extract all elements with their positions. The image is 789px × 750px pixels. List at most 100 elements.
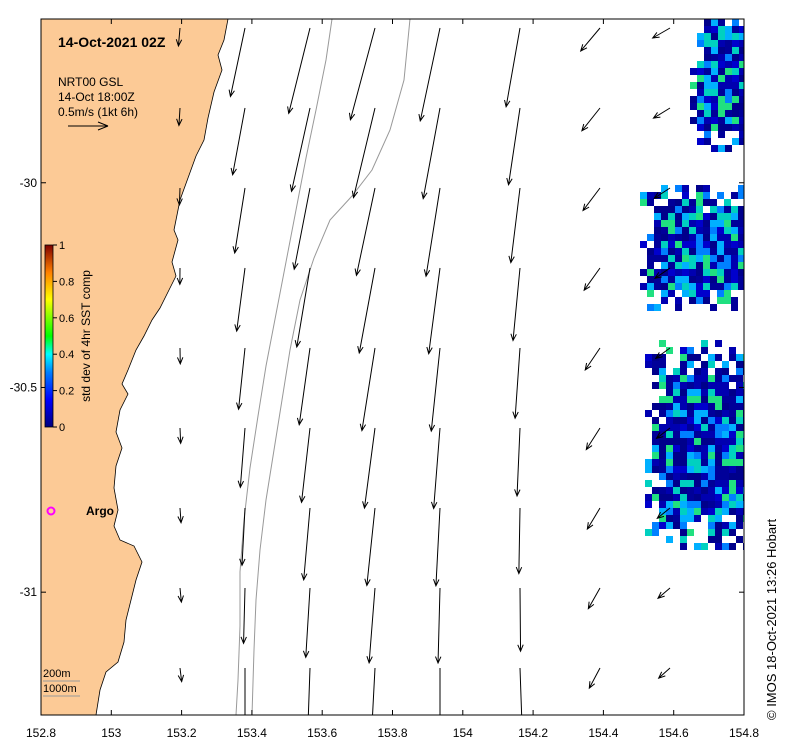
sst-cell [703, 227, 710, 234]
sst-cell [690, 68, 697, 75]
current-arrow [579, 27, 601, 52]
sst-cell [689, 283, 696, 290]
sst-cell [703, 297, 710, 304]
sst-cell [652, 459, 659, 466]
sst-cell [666, 438, 673, 445]
sst-cell [729, 473, 736, 480]
argo-marker-icon[interactable] [46, 506, 56, 516]
sst-cell [654, 248, 661, 255]
sst-cell [739, 47, 744, 54]
sst-cell [718, 145, 725, 152]
sst-cell [729, 508, 736, 515]
sst-cell [680, 529, 687, 536]
sst-cell [680, 403, 687, 410]
sst-cell [675, 248, 682, 255]
current-arrow [514, 427, 521, 498]
current-arrow [232, 187, 246, 255]
sst-cell [717, 234, 724, 241]
sst-cell [715, 473, 722, 480]
sst-cell [738, 234, 744, 241]
sst-cell [731, 297, 738, 304]
current-arrow [508, 187, 521, 264]
sst-cell [717, 269, 724, 276]
current-arrow [423, 187, 441, 278]
sst-cell [732, 138, 739, 145]
sst-cell [717, 213, 724, 220]
sst-cell [724, 255, 731, 262]
sst-cell [661, 290, 668, 297]
sst-cell [736, 431, 743, 438]
sst-cell [724, 297, 731, 304]
sst-cell [724, 262, 731, 269]
sst-cell [694, 473, 701, 480]
sst-cell [696, 213, 703, 220]
sst-cell [673, 417, 680, 424]
sst-cell [680, 438, 687, 445]
sst-cell [701, 389, 708, 396]
sst-cell [729, 459, 736, 466]
sst-cell [652, 438, 659, 445]
sst-cell [724, 213, 731, 220]
sst-cell [718, 82, 725, 89]
sst-cell [711, 124, 718, 131]
sst-cell [694, 459, 701, 466]
sst-cell [680, 473, 687, 480]
sst-cell [680, 389, 687, 396]
current-arrow [652, 107, 671, 119]
sst-cell [668, 241, 675, 248]
current-vectors [175, 27, 671, 715]
sst-cell [652, 424, 659, 431]
sst-cell [704, 131, 711, 138]
sst-cell [640, 283, 647, 290]
current-arrow [302, 587, 311, 659]
sst-cell [687, 410, 694, 417]
sst-cell [701, 375, 708, 382]
sst-cell [739, 33, 744, 40]
sst-cell [680, 396, 687, 403]
sst-cell [739, 75, 744, 82]
sst-cell [668, 248, 675, 255]
sst-cell [708, 424, 715, 431]
sst-cell [694, 445, 701, 452]
sst-cell [738, 220, 744, 227]
sst-cell [722, 480, 729, 487]
sst-cell [680, 494, 687, 501]
sst-cell [673, 466, 680, 473]
sst-cell [654, 220, 661, 227]
sst-cell [654, 227, 661, 234]
sst-cell [718, 89, 725, 96]
sst-cell [647, 234, 654, 241]
x-tick-label: 153.8 [377, 726, 407, 740]
sst-cell [652, 452, 659, 459]
sst-cell [729, 501, 736, 508]
sst-cell [738, 248, 744, 255]
sst-cell [718, 40, 725, 47]
sst-cell [736, 452, 743, 459]
sst-cell [659, 361, 666, 368]
sst-cell [722, 424, 729, 431]
sst-cell [715, 389, 722, 396]
sst-cell [738, 206, 744, 213]
x-tick-label: 153.2 [167, 726, 197, 740]
sst-cell [711, 40, 718, 47]
current-arrow [354, 187, 376, 277]
sst-cell [738, 255, 744, 262]
sst-cell [652, 487, 659, 494]
colorbar-tick-label: 0.6 [59, 313, 74, 325]
sst-cell [715, 382, 722, 389]
sst-cell [724, 290, 731, 297]
sst-cell [725, 26, 732, 33]
sst-cell [654, 206, 661, 213]
sst-cell [722, 487, 729, 494]
sst-cell [696, 248, 703, 255]
sst-cell [682, 185, 689, 192]
sst-cell [710, 283, 717, 290]
sst-cell [711, 145, 718, 152]
sst-cell [659, 403, 666, 410]
sst-cell [704, 138, 711, 145]
sst-cell [708, 501, 715, 508]
sst-cell [711, 33, 718, 40]
sst-cell [652, 445, 659, 452]
sst-cell [715, 417, 722, 424]
sst-cell [738, 276, 744, 283]
